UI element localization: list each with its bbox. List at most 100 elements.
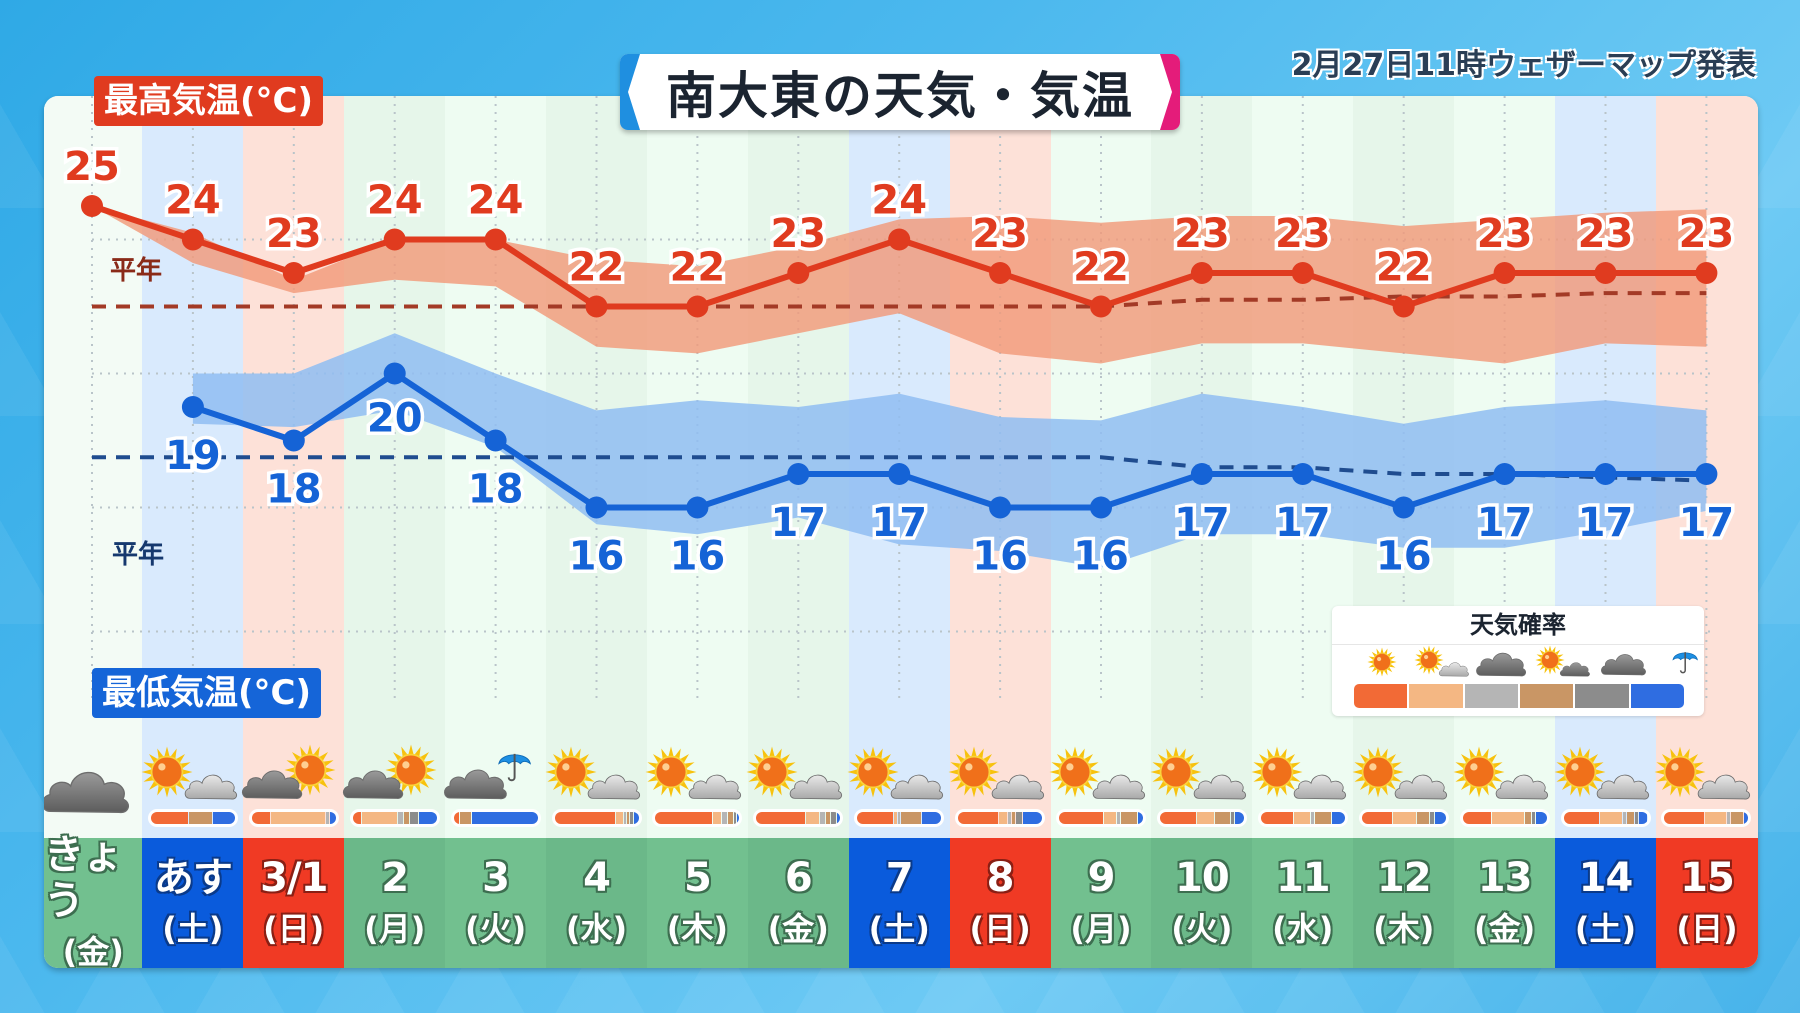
low-temp-point xyxy=(1392,496,1415,519)
weather-probability-bar xyxy=(756,812,841,824)
low-temp-value: 17 xyxy=(1477,500,1533,546)
legend-color-swatch xyxy=(1575,684,1629,708)
date-label: 15 xyxy=(1680,855,1735,901)
weather-probability-bar xyxy=(1361,812,1446,824)
high-temp-value: 23 xyxy=(266,211,322,257)
high-temp-point xyxy=(585,295,608,318)
low-temp-range-band xyxy=(192,333,1707,568)
sun-cloud-icon xyxy=(543,746,649,802)
date-cell: あす (土) xyxy=(142,838,244,968)
high-temp-point xyxy=(81,195,103,217)
date-label: 3/1 xyxy=(260,855,328,901)
low-temp-value: 17 xyxy=(871,500,927,546)
weekday-label: (日) xyxy=(263,910,325,948)
date-cell: 7 (土) xyxy=(848,838,950,968)
weekday-label: (水) xyxy=(565,910,628,948)
high-temp-point xyxy=(484,228,507,251)
low-temp-point xyxy=(1493,463,1516,485)
weather-probability-bar xyxy=(857,812,942,824)
legend-color-swatch xyxy=(1519,684,1574,708)
date-label: 5 xyxy=(683,855,712,901)
date-label: 6 xyxy=(784,855,813,901)
high-temp-value: 23 xyxy=(972,211,1028,257)
low-temp-point xyxy=(1695,463,1718,485)
sun-cloud-icon xyxy=(845,746,951,802)
weekday-label: (土) xyxy=(1574,910,1637,948)
high-temp-point xyxy=(1291,262,1314,284)
low-temp-point xyxy=(1594,463,1617,485)
weather-probability-bar xyxy=(1260,812,1345,824)
legend-color-bars xyxy=(1354,684,1684,708)
weekday-label: (木) xyxy=(666,910,729,948)
weekday-label: (火) xyxy=(1171,910,1233,948)
sun-cloud-icon xyxy=(643,746,749,802)
low-temp-point xyxy=(1090,496,1112,519)
page-title: 南大東の天気・気温 xyxy=(666,67,1134,125)
low-temp-value: 17 xyxy=(770,500,826,546)
high-temp-value: 22 xyxy=(569,245,625,291)
title-right-accent xyxy=(1160,54,1180,130)
date-cell: 5 (木) xyxy=(646,838,748,968)
date-label: 13 xyxy=(1477,855,1533,901)
high-temp-value: 23 xyxy=(1477,211,1533,257)
sun-cloud-icon xyxy=(139,746,245,802)
cloud-sun-icon xyxy=(240,744,346,802)
legend-title: 天気確率 xyxy=(1332,606,1704,645)
legend-icons xyxy=(1352,645,1699,682)
umbrella-icon xyxy=(1656,646,1717,682)
low-temp-value: 17 xyxy=(1275,500,1331,546)
weekday-label: (火) xyxy=(464,910,527,948)
high-temp-value: 23 xyxy=(770,211,826,257)
low-temp-point xyxy=(686,496,709,519)
weekday-label: (金) xyxy=(62,933,124,968)
low-temp-point xyxy=(585,496,608,519)
sun-cloud-icon xyxy=(1249,746,1355,802)
weather-probability-bar xyxy=(655,812,740,824)
date-cell: 6 (金) xyxy=(747,838,849,968)
low-temp-value: 17 xyxy=(1174,500,1230,546)
date-label: 8 xyxy=(986,855,1015,901)
high-temp-point xyxy=(1493,262,1516,284)
cloud-sun-icon xyxy=(341,744,447,802)
low-temp-point xyxy=(282,429,305,452)
low-temp-point xyxy=(1291,463,1314,485)
low-temp-point xyxy=(888,463,911,485)
high-temp-value: 23 xyxy=(1174,211,1230,257)
date-label: 9 xyxy=(1087,855,1116,901)
cloudy-icon xyxy=(1474,646,1535,682)
sun-cloud-icon xyxy=(1652,746,1758,802)
high-temp-value: 24 xyxy=(871,178,927,224)
weekday-label: (金) xyxy=(767,910,829,948)
date-label: 3 xyxy=(482,855,510,901)
weekday-label: (日) xyxy=(969,910,1031,948)
high-temp-point xyxy=(989,262,1012,284)
sun-behind-cloud-icon xyxy=(1534,645,1595,682)
date-cell: きょう (金) xyxy=(44,832,143,968)
high-temp-point xyxy=(181,228,204,251)
high-temp-value: 24 xyxy=(165,178,221,224)
date-cell: 3/1 (日) xyxy=(243,838,345,968)
date-cell: 12 (木) xyxy=(1353,838,1455,968)
temperature-chart: 25 24 23 24 24 22 22 23 24 23 22 23 23 22 23 23 23 19 18 20… xyxy=(61,96,1738,702)
low-temp-point xyxy=(1190,463,1213,485)
high-temp-point xyxy=(1090,295,1112,318)
weekday-label: (月) xyxy=(1070,910,1132,948)
sun-cloud-icon xyxy=(1047,746,1153,802)
high-temp-value: 22 xyxy=(670,245,726,291)
weather-probability-bar xyxy=(1159,812,1244,824)
low-temp-value: 16 xyxy=(972,534,1028,580)
high-temp-value: 23 xyxy=(1275,211,1331,257)
high-temp-point xyxy=(686,295,709,318)
normal-low-line xyxy=(92,455,1707,483)
sun-cloud-icon xyxy=(946,746,1052,802)
high-temp-point xyxy=(1594,262,1617,284)
weekday-label: (水) xyxy=(1272,910,1334,948)
normal-high-label: 平年 xyxy=(110,256,163,286)
weather-probability-bar xyxy=(1059,812,1143,824)
high-temp-point xyxy=(282,262,305,284)
legend-color-swatch xyxy=(1409,684,1463,708)
date-cell: 4 (水) xyxy=(546,838,647,968)
high-temp-value: 25 xyxy=(64,144,120,190)
low-temp-value: 18 xyxy=(266,467,322,513)
date-label: 10 xyxy=(1175,855,1230,901)
